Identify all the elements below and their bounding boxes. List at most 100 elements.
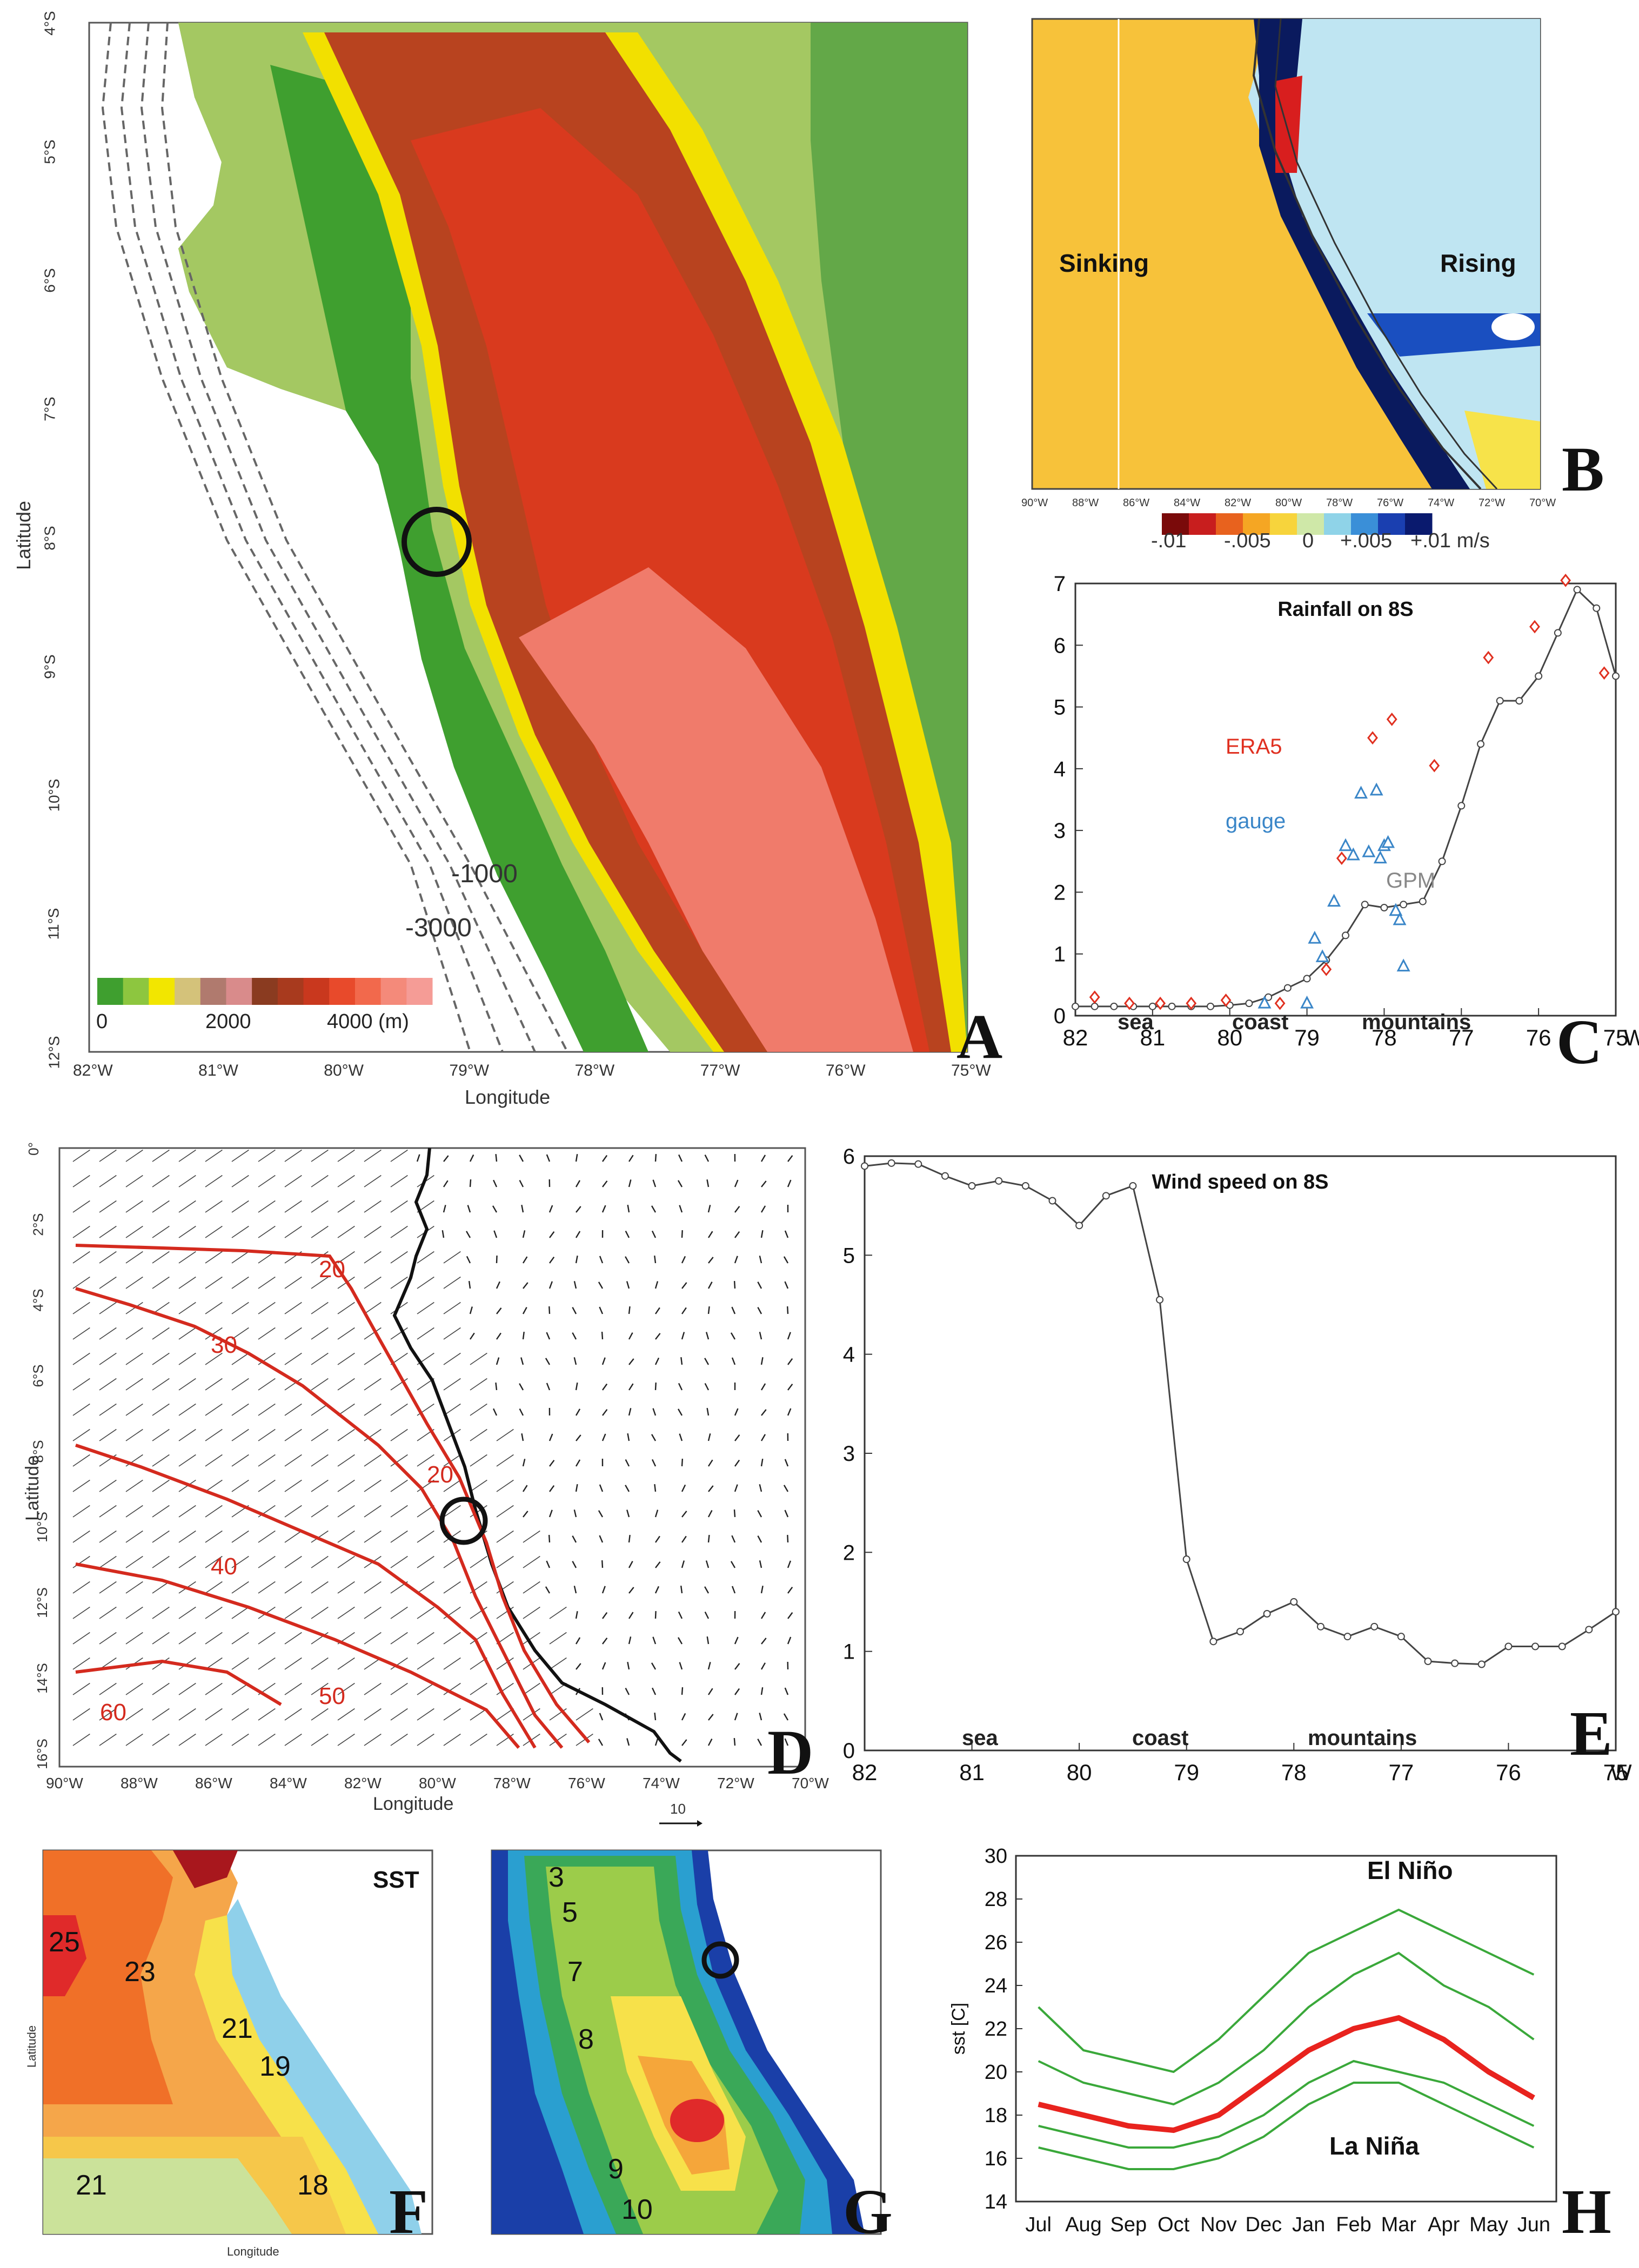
wind-vector (72, 1708, 90, 1721)
wind-vector (733, 1509, 736, 1518)
wind-vector (231, 1378, 249, 1391)
y-tick-label: 2 (843, 1541, 855, 1565)
wind-vector (178, 1149, 196, 1162)
wind-vector (677, 1637, 683, 1645)
wind-vector (681, 1713, 686, 1721)
wind-vector (598, 1739, 604, 1746)
wind-vector (470, 1479, 487, 1492)
x-tick-label: 77 (1449, 1025, 1474, 1050)
data-point (1419, 897, 1427, 905)
wind-vector (523, 1555, 540, 1568)
wind-vector (757, 1307, 762, 1314)
wind-vector (470, 1606, 487, 1619)
wind-vector (337, 1682, 355, 1695)
era5-point (1336, 851, 1347, 865)
wind-vector (284, 1479, 302, 1492)
wind-vector (72, 1428, 90, 1441)
wind-vector (546, 1154, 551, 1162)
data-point (1361, 901, 1369, 909)
x-unit-label: W (1610, 1760, 1632, 1785)
wind-vector (337, 1301, 355, 1314)
wind-vector (72, 1403, 90, 1416)
panel-letter-e: E (1570, 1698, 1613, 1769)
wind-vector (284, 1657, 302, 1670)
wind-vector (731, 1535, 736, 1543)
wind-vector (231, 1606, 249, 1619)
wind-vector (178, 1708, 196, 1721)
wind-vector (152, 1403, 170, 1416)
wind-vector (598, 1510, 604, 1518)
wind-vector (417, 1327, 434, 1340)
wind-vector (152, 1276, 170, 1289)
wind-vector (311, 1555, 329, 1568)
wind-vector (417, 1581, 434, 1594)
wind-vector (734, 1179, 739, 1187)
wind-vector (576, 1434, 581, 1441)
wind-vector (231, 1276, 249, 1289)
wind-vector (99, 1530, 117, 1543)
contour-label-d-1: 30 (211, 1332, 237, 1358)
wind-vector (523, 1282, 529, 1289)
wind-vector (786, 1306, 789, 1314)
wind-vector (231, 1454, 249, 1467)
wind-vector (337, 1175, 355, 1187)
colorbar-swatch (1270, 513, 1297, 535)
wind-vector (284, 1454, 302, 1467)
panel-e-chart: 82 81 80 79 78 77 76 75 0 1 2 3 4 5 6 Wind speed on 8S W (843, 1145, 1632, 1785)
wind-vector (231, 1200, 249, 1213)
data-point (1593, 604, 1601, 612)
wind-vector (417, 1632, 434, 1645)
wind-vector (575, 1611, 578, 1619)
wind-vector (152, 1149, 170, 1162)
data-point (1168, 1002, 1176, 1010)
wind-vector (759, 1713, 762, 1721)
data-point (1477, 740, 1484, 748)
wind-vector (99, 1428, 117, 1441)
wind-vector (523, 1682, 540, 1695)
panel-f-map (42, 1849, 433, 2235)
region-sea-e: sea (962, 1726, 998, 1750)
wind-vector (468, 1280, 471, 1289)
colorbar-swatch (1189, 513, 1216, 535)
wind-vector (364, 1530, 382, 1543)
era5-point (1367, 731, 1378, 745)
wind-vector (258, 1530, 276, 1543)
wind-vector (707, 1510, 713, 1518)
wind-vector (311, 1428, 329, 1441)
contour-label-d-2: 20 (427, 1461, 453, 1488)
wind-vector (573, 1357, 577, 1365)
lat-tick-d: 14°S (34, 1663, 50, 1694)
wind-vector (654, 1484, 657, 1492)
label-el-nino: El Niño (1367, 1856, 1453, 1884)
gauge-point (1315, 949, 1329, 962)
wind-vector (651, 1434, 657, 1441)
sst-label-21b: 21 (76, 2170, 107, 2201)
wind-vector (627, 1204, 630, 1213)
wind-vector (677, 1180, 683, 1187)
lon-tick-d: 76°W (568, 1775, 605, 1791)
wind-vector (152, 1479, 170, 1492)
wind-vector (390, 1225, 408, 1238)
wind-vector (337, 1251, 355, 1264)
wind-vector (364, 1733, 382, 1746)
wind-vector (337, 1149, 355, 1162)
wind-vector (125, 1327, 143, 1340)
era5-point (1186, 996, 1197, 1010)
wind-vector (681, 1535, 687, 1543)
x-tick-label: 78 (1372, 1025, 1397, 1050)
wind-vector (787, 1179, 792, 1187)
wind-vector (364, 1454, 382, 1467)
x-tick-label: 77 (1388, 1760, 1414, 1785)
wind-vector (734, 1231, 740, 1238)
wind-vector (761, 1409, 767, 1416)
wind-vector (601, 1662, 606, 1670)
wind-vector (575, 1180, 581, 1187)
wind-vector (125, 1200, 143, 1213)
wind-vector (152, 1632, 170, 1645)
colorbar-swatch (277, 978, 304, 1005)
wind-vector (99, 1352, 117, 1365)
era5-point (1483, 650, 1494, 665)
wind-vector (627, 1662, 630, 1670)
wind-vector (546, 1383, 551, 1391)
panel-b-map (1031, 18, 1541, 535)
